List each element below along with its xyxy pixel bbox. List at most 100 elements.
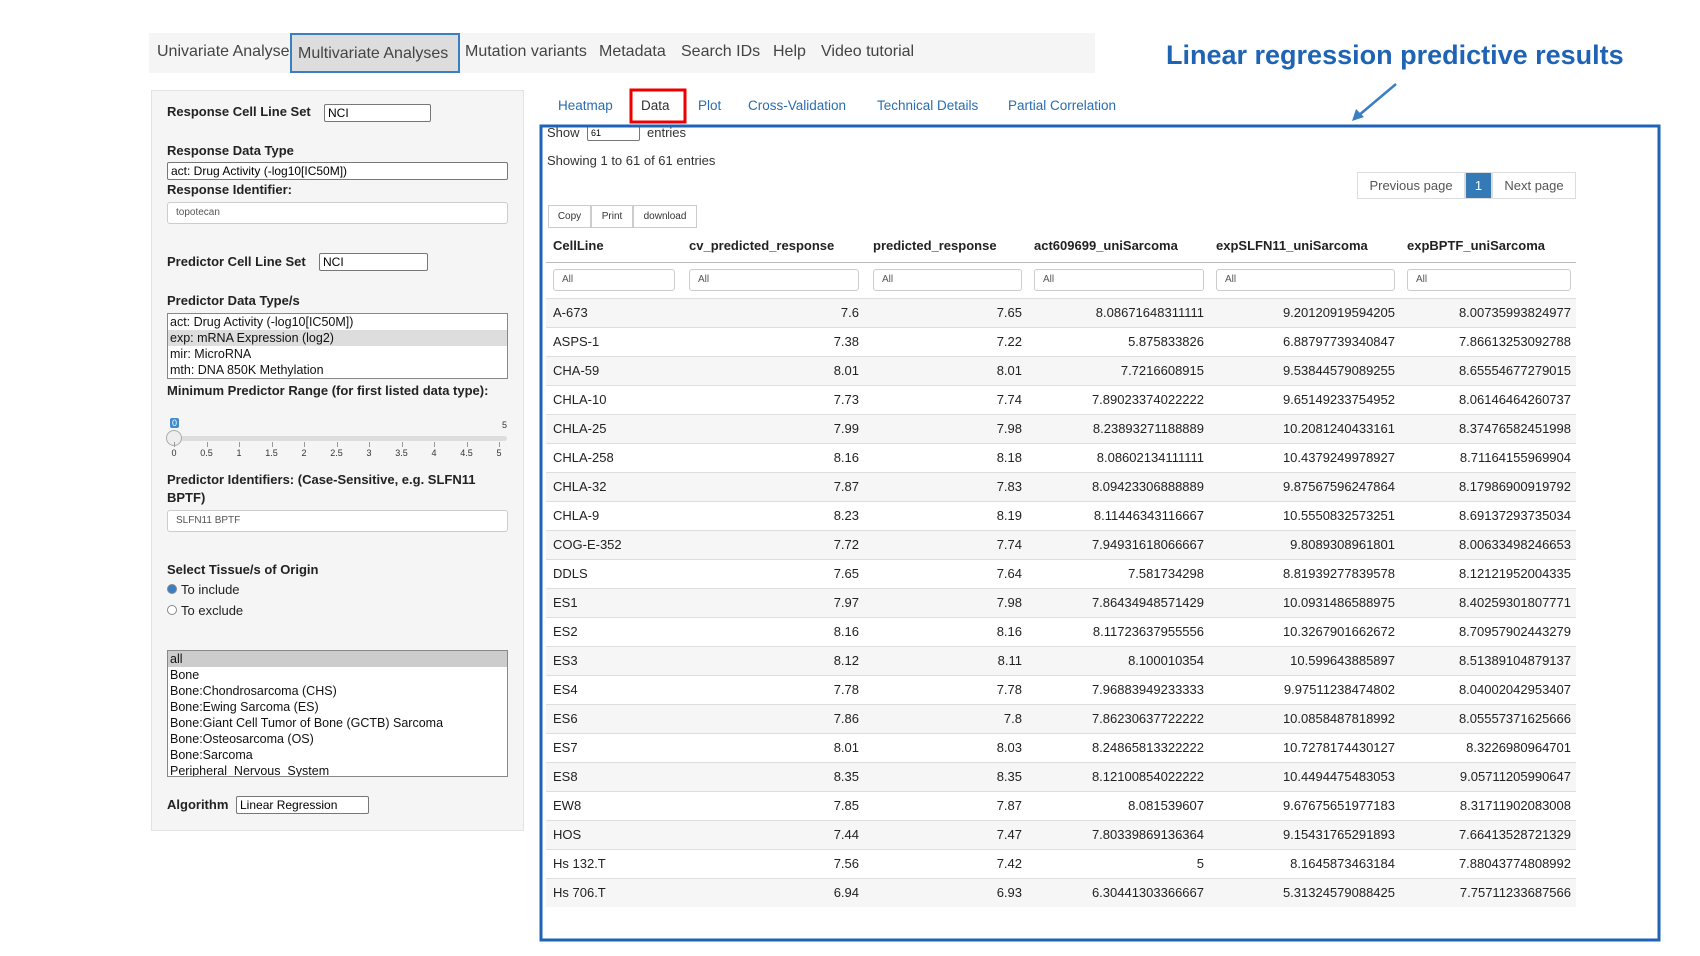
pagination-button[interactable]: 1 (1465, 172, 1492, 199)
nav-tab[interactable]: Mutation variants (465, 43, 587, 60)
export-button[interactable]: download (633, 205, 697, 228)
column-header[interactable]: cv_predicted_response (689, 238, 835, 253)
table-cell: DDLS (553, 566, 588, 581)
nav-tab[interactable]: Help (773, 43, 806, 60)
table-cell: ES3 (553, 653, 578, 668)
arrow-head (1352, 109, 1364, 121)
entries-label: entries (647, 125, 687, 140)
table-cell: 6.30441303366667 (1091, 885, 1204, 900)
slider-tick-label: 1.5 (265, 448, 278, 458)
table-cell: 8.100010354 (1128, 653, 1204, 668)
column-filter[interactable]: All (689, 269, 859, 291)
list-option[interactable]: act: Drug Activity (-log10[IC50M]) (170, 315, 354, 329)
table-cell: 9.87567596247864 (1282, 479, 1395, 494)
column-header[interactable]: expBPTF_uniSarcoma (1407, 238, 1545, 253)
main-tab[interactable]: Plot (698, 98, 722, 113)
list-option[interactable]: all (168, 651, 507, 667)
column-filter[interactable]: All (1216, 269, 1395, 291)
column-header[interactable]: CellLine (553, 238, 604, 253)
slider-max: 5 (502, 420, 508, 430)
label: Algorithm (167, 797, 229, 812)
radio-label[interactable]: To exclude (181, 603, 244, 618)
table-cell: 8.00633498246653 (1458, 537, 1571, 552)
text-input[interactable]: SLFN11 BPTF (167, 510, 508, 532)
nav-tab[interactable]: Metadata (599, 43, 666, 60)
table-cell: 8.81939277839578 (1282, 566, 1395, 581)
column-header[interactable]: act609699_uniSarcoma (1034, 238, 1178, 253)
table-cell: 8.12100854022222 (1091, 769, 1204, 784)
column-filter[interactable]: All (1407, 269, 1571, 291)
table-cell: 7.86434948571429 (1091, 595, 1204, 610)
radio-label[interactable]: To include (181, 582, 240, 597)
column-header[interactable]: expSLFN11_uniSarcoma (1216, 238, 1368, 253)
table-cell: ES6 (553, 711, 578, 726)
select[interactable]: Linear Regression (236, 796, 369, 814)
select[interactable]: NCI (319, 253, 428, 271)
table-cell: 7.78 (996, 682, 1022, 697)
main-tab[interactable]: Cross-Validation (748, 98, 847, 113)
main-tab[interactable]: Partial Correlation (1008, 98, 1117, 113)
table-cell: 10.7278174430127 (1282, 740, 1395, 755)
nav-tab[interactable]: Multivariate Analyses (290, 33, 460, 73)
list-option[interactable]: Bone:Chondrosarcoma (CHS) (170, 684, 337, 698)
select[interactable]: act: Drug Activity (-log10[IC50M]) (167, 162, 508, 180)
table-cell: 7.47 (996, 827, 1022, 842)
table-cell: 8.09423306888889 (1091, 479, 1204, 494)
list-option[interactable]: mth: DNA 850K Methylation (170, 363, 324, 377)
select[interactable]: NCI (324, 104, 431, 122)
pagination-button[interactable]: Previous page (1357, 172, 1465, 199)
export-button[interactable]: Print (591, 205, 633, 228)
main-tab[interactable]: Technical Details (877, 98, 979, 113)
table-cell: 8.04002042953407 (1458, 682, 1571, 697)
column-header[interactable]: predicted_response (873, 238, 997, 253)
radio[interactable] (167, 584, 177, 594)
table-cell: 6.88797739340847 (1282, 334, 1395, 349)
main-tab[interactable]: Heatmap (558, 98, 613, 113)
export-button[interactable]: Copy (548, 205, 591, 228)
column-filter[interactable]: All (873, 269, 1022, 291)
main-tab[interactable]: Data (641, 98, 670, 113)
nav-tab[interactable]: Search IDs (681, 43, 761, 60)
slider-tick (271, 442, 273, 447)
text-input[interactable]: topotecan (167, 202, 508, 224)
table-cell: 7.7216608915 (1120, 363, 1204, 378)
list-option[interactable]: Bone:Sarcoma (170, 748, 253, 762)
list-option[interactable]: mir: MicroRNA (170, 347, 252, 361)
column-filter[interactable]: All (1034, 269, 1204, 291)
table-cell: 8.01 (996, 363, 1022, 378)
slider-track (174, 436, 507, 441)
slider-tick (304, 442, 305, 447)
select[interactable]: 61 (587, 125, 640, 141)
table-cell: CHLA-32 (553, 479, 607, 494)
list-option[interactable]: Peripheral_Nervous_System (170, 764, 330, 777)
table-cell: 7.64 (996, 566, 1022, 581)
pagination-button[interactable]: Next page (1492, 172, 1576, 199)
table-cell: 10.0931486588975 (1282, 595, 1395, 610)
table-cell: 8.12121952004335 (1458, 566, 1571, 581)
listbox[interactable]: act: Drug Activity (-log10[IC50M]) exp: m… (167, 313, 508, 379)
column-filter[interactable]: All (553, 269, 675, 291)
table-cell: 7.96883949233333 (1091, 682, 1204, 697)
radio[interactable] (167, 605, 177, 615)
slider-tick (206, 442, 208, 447)
table-cell: 7.75711233687566 (1459, 885, 1571, 900)
table-cell: 7.74 (996, 392, 1022, 407)
nav-tab[interactable]: Univariate Analyses (157, 43, 298, 60)
table-cell: 7.86230637722222 (1091, 711, 1204, 726)
table-cell: 8.40259301807771 (1458, 595, 1571, 610)
listbox[interactable]: all Bone Bone:Chondrosarcoma (CHS) Bone:Ewi… (167, 650, 508, 777)
list-option[interactable]: Bone (170, 668, 200, 682)
nav-tab[interactable]: Video tutorial (821, 43, 915, 60)
list-option[interactable]: Bone:Ewing Sarcoma (ES) (170, 700, 319, 714)
label: Minimum Predictor Range (for first liste… (167, 383, 489, 398)
slider-tick-label: 3.5 (395, 448, 408, 458)
table-cell: Hs 706.T (553, 885, 606, 900)
table-cell: 8.69137293735034 (1458, 508, 1571, 523)
list-option[interactable]: exp: mRNA Expression (log2) (168, 330, 507, 346)
list-option[interactable]: Bone:Osteosarcoma (OS) (170, 732, 314, 746)
label: Response Identifier: (167, 182, 292, 197)
slider-tick-label: 2.5 (330, 448, 343, 458)
table-cell: 7.86613253092788 (1458, 334, 1571, 349)
list-option[interactable]: Bone:Giant Cell Tumor of Bone (GCTB) Sar… (170, 716, 444, 730)
slider-tick (434, 442, 435, 447)
